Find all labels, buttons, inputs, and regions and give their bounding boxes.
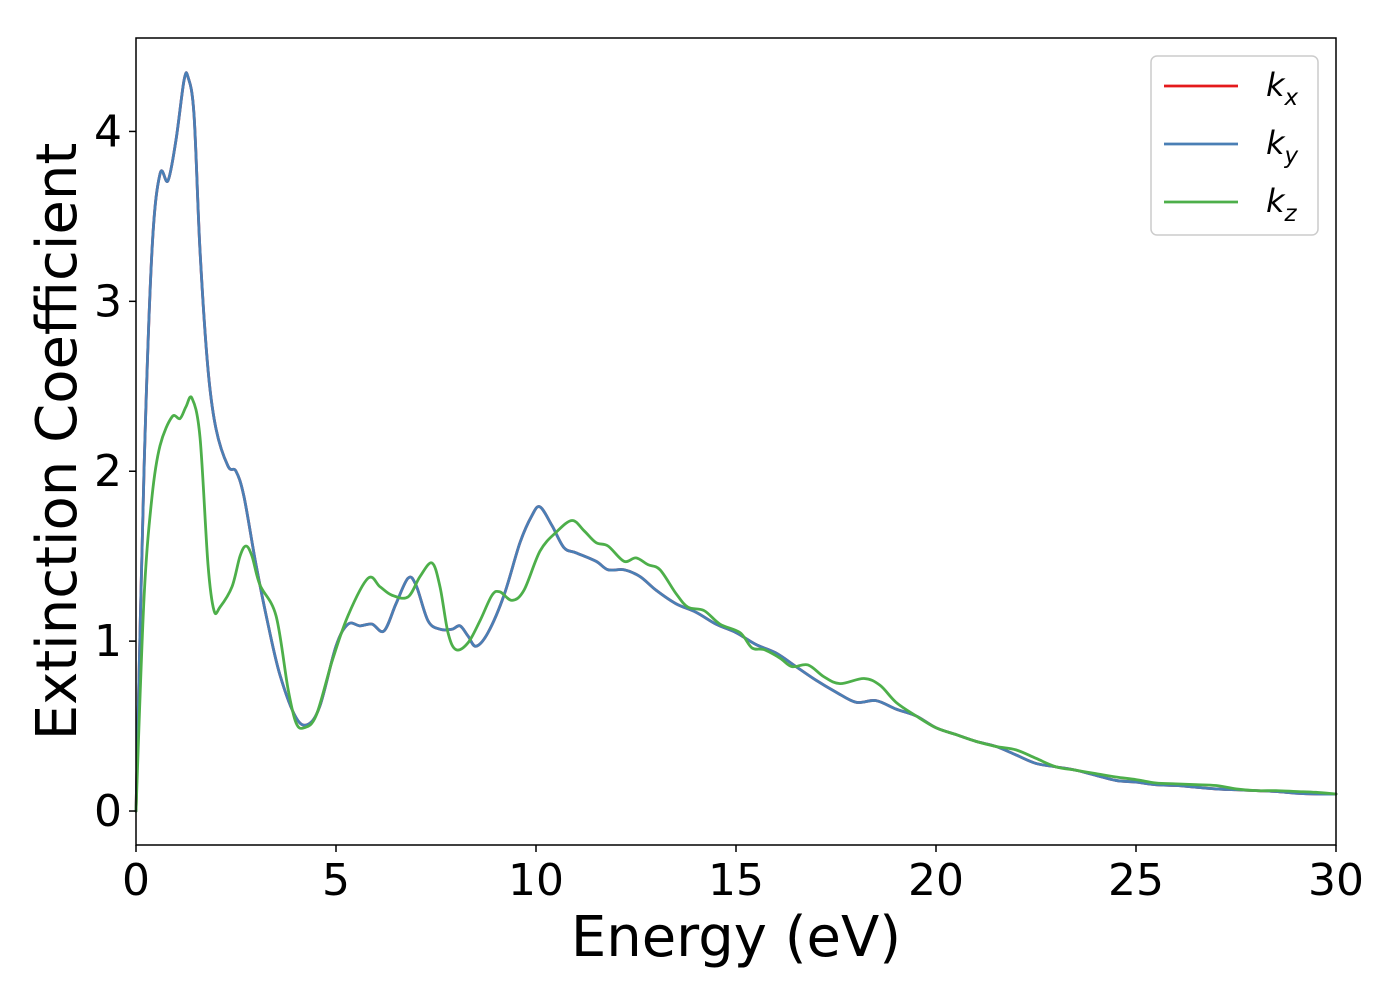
x-tick-label: 25 <box>1108 855 1164 906</box>
y-tick-label: 2 <box>94 446 122 497</box>
legend-label-y: ky <box>1266 124 1299 169</box>
x-axis-label: Energy (eV) <box>571 905 901 970</box>
series-line-z <box>134 395 1338 813</box>
y-tick-label: 3 <box>94 276 122 327</box>
legend-label-z: kz <box>1266 182 1298 227</box>
y-axis-label: Extinction Coefficient <box>25 143 90 741</box>
plot-area <box>136 38 1336 845</box>
legend-label-base: k <box>1266 66 1286 104</box>
legend-label-base: k <box>1266 182 1286 220</box>
y-tick-label: 4 <box>94 106 122 157</box>
plot-frame <box>135 37 1337 846</box>
y-tick-label: 0 <box>94 786 122 837</box>
y-tick-label: 1 <box>94 616 122 667</box>
x-tick-label: 30 <box>1308 855 1364 906</box>
legend-label-sub: z <box>1284 201 1298 227</box>
series-layer <box>134 71 1338 813</box>
x-tick-label: 10 <box>508 855 564 906</box>
x-tick-label: 0 <box>122 855 150 906</box>
legend-label-base: k <box>1266 124 1286 162</box>
legend-box <box>1150 55 1319 236</box>
x-tick-label: 15 <box>708 855 764 906</box>
ticks-layer: 0 5 10 15 20 25 30 0 1 2 3 4 <box>94 106 1364 906</box>
legend-label-x: kx <box>1266 66 1299 111</box>
legend-label-sub: x <box>1284 85 1299 111</box>
x-tick-label: 20 <box>908 855 964 906</box>
legend-label-sub: y <box>1284 143 1299 169</box>
x-tick-label: 5 <box>322 855 350 906</box>
